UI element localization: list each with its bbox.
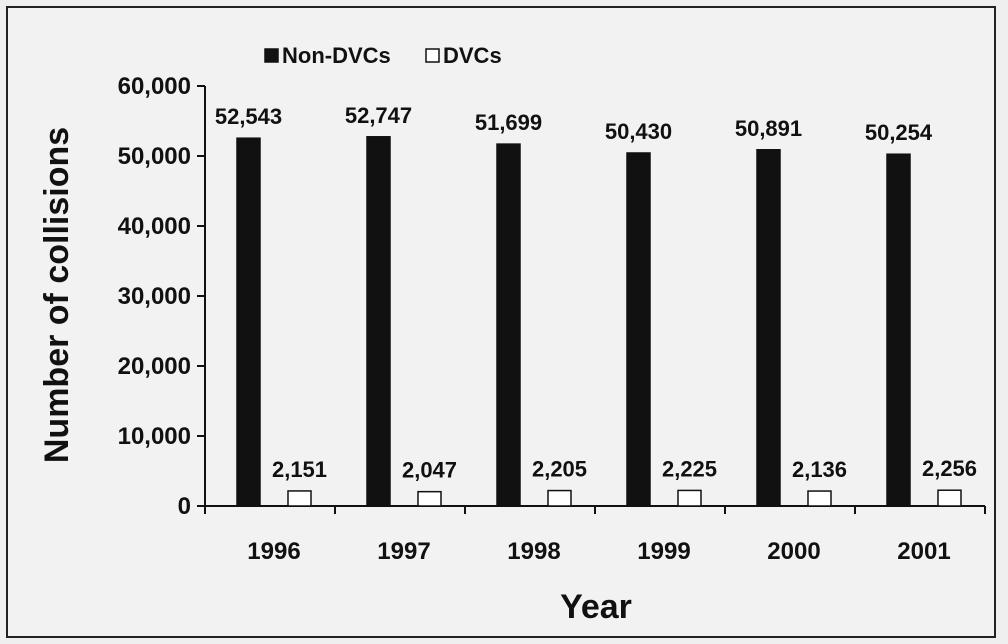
- x-tick-label: 2001: [897, 538, 950, 565]
- x-tick-label: 1998: [507, 538, 560, 565]
- x-tick-label: 2000: [767, 538, 820, 565]
- y-tick-label: 50,000: [118, 143, 191, 170]
- bar-non-dvcs: [236, 137, 261, 507]
- legend: Non-DVCs DVCs: [264, 43, 502, 68]
- data-label-dvcs: 2,225: [662, 456, 717, 481]
- bar-dvcs: [287, 490, 312, 507]
- bar-non-dvcs: [886, 153, 911, 507]
- data-label-non-dvcs: 50,430: [605, 119, 672, 144]
- data-label-dvcs: 2,205: [532, 457, 587, 482]
- y-tick-label: 40,000: [118, 213, 191, 240]
- bar-dvcs: [807, 490, 832, 507]
- data-label-dvcs: 2,136: [792, 457, 847, 482]
- plot-area: 0 10,000 20,000 30,000 40,000 50,000 60,000 52,…: [118, 73, 986, 565]
- data-label-non-dvcs: 52,747: [345, 103, 412, 128]
- y-tick-label: 30,000: [118, 283, 191, 310]
- legend-label-dvcs: DVCs: [443, 43, 502, 68]
- bar-non-dvcs: [626, 152, 651, 507]
- data-label-dvcs: 2,151: [272, 457, 327, 482]
- y-tick-label: 20,000: [118, 353, 191, 380]
- y-tick-label: 10,000: [118, 423, 191, 450]
- bar-non-dvcs: [756, 149, 781, 507]
- data-label-dvcs: 2,047: [402, 458, 457, 483]
- data-label-dvcs: 2,256: [922, 456, 977, 481]
- y-axis-title: Number of collisions: [38, 127, 76, 463]
- legend-label-non-dvcs: Non-DVCs: [282, 43, 391, 68]
- x-tick-label: 1999: [637, 538, 690, 565]
- legend-swatch-non-dvcs: [264, 48, 279, 63]
- bar-dvcs: [677, 489, 702, 507]
- x-axis-title: Year: [560, 588, 632, 626]
- data-label-non-dvcs: 50,891: [735, 116, 802, 141]
- bar-non-dvcs: [366, 136, 391, 507]
- x-tick-label: 1996: [247, 538, 300, 565]
- bar-dvcs: [417, 490, 442, 507]
- data-label-non-dvcs: 51,699: [475, 110, 542, 135]
- bar-non-dvcs: [496, 143, 521, 507]
- legend-swatch-dvcs: [425, 48, 440, 63]
- bar-dvcs: [937, 489, 962, 507]
- y-tick-label: 60,000: [118, 73, 191, 100]
- data-label-non-dvcs: 52,543: [215, 104, 282, 129]
- x-tick-label: 1997: [377, 538, 430, 565]
- bar-dvcs: [547, 489, 572, 507]
- y-tick-label: 0: [178, 493, 191, 520]
- data-label-non-dvcs: 50,254: [865, 120, 933, 145]
